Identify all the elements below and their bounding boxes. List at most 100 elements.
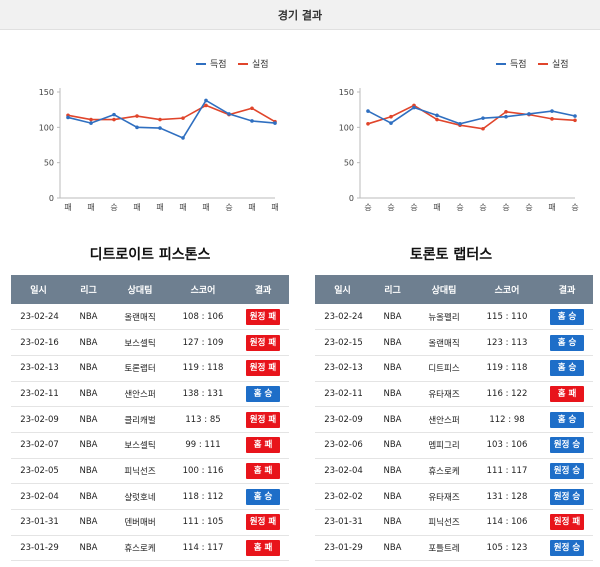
cell-date: 23-01-31 — [11, 509, 66, 536]
cell-score: 103 : 106 — [473, 432, 541, 459]
cell-result: 홈 승 — [541, 355, 593, 382]
data-point — [550, 117, 554, 121]
data-point — [112, 117, 116, 122]
cell-league: NBA — [66, 355, 111, 382]
detroit-results-table: 일시 리그 상대팀 스코어 결과 23-02-24 NBA 올랜매직 108 : 10… — [11, 275, 289, 562]
cell-opponent: 뉴올펠리 — [415, 304, 473, 331]
cell-score: 99 : 111 — [169, 432, 237, 459]
cell-opponent: 보스셀틱 — [111, 432, 169, 459]
cell-result: 홈 패 — [237, 535, 289, 562]
cell-score: 115 : 110 — [473, 304, 541, 331]
col-header-result: 결과 — [237, 275, 289, 304]
table-header-row: 일시 리그 상대팀 스코어 결과 — [315, 275, 593, 304]
table-row: 23-02-04 NBA 샬럿호네 118 : 112 홈 승 — [11, 483, 289, 510]
legend-conceded-label: 실점 — [552, 58, 569, 70]
data-point — [204, 103, 208, 108]
x-tick-label: 패 — [548, 202, 555, 212]
cell-opponent: 유타재즈 — [415, 483, 473, 510]
table-row: 23-01-31 NBA 덴버매버 111 : 105 원정 패 — [11, 509, 289, 536]
x-tick-label: 패 — [248, 202, 255, 212]
cell-opponent: 클리캐벌 — [111, 406, 169, 433]
cell-score: 105 : 123 — [473, 535, 541, 562]
result-badge: 홈 승 — [246, 488, 280, 505]
header-bar — [0, 0, 600, 30]
result-badge: 홈 승 — [550, 334, 584, 351]
data-point — [550, 109, 554, 113]
data-point — [389, 114, 393, 119]
cell-date: 23-02-24 — [11, 304, 66, 331]
toronto-results-table: 일시 리그 상대팀 스코어 결과 23-02-24 NBA 뉴올펠리 115 : 11… — [315, 275, 593, 562]
cell-opponent: 토론랩터 — [111, 355, 169, 382]
table-row: 23-02-06 NBA 멤피그리 103 : 106 원정 승 — [315, 432, 593, 459]
table-row: 23-02-11 NBA 샌안스퍼 138 : 131 홈 승 — [11, 381, 289, 408]
cell-score: 111 : 117 — [473, 458, 541, 485]
cell-date: 23-02-15 — [315, 329, 370, 356]
table-row: 23-02-13 NBA 디트피스 119 : 118 홈 승 — [315, 355, 593, 382]
table-row: 23-02-13 NBA 토론랩터 119 : 118 원정 패 — [11, 355, 289, 382]
col-header-league: 리그 — [370, 275, 415, 304]
cell-date: 23-01-29 — [11, 535, 66, 562]
cell-score: 138 : 131 — [169, 381, 237, 408]
col-header-opponent: 상대팀 — [111, 275, 169, 304]
cell-date: 23-02-09 — [11, 406, 66, 433]
page-title: 경기 결과 — [277, 9, 323, 22]
cell-result: 원정 패 — [237, 509, 289, 536]
data-point — [227, 112, 231, 116]
y-tick-label: 0 — [49, 194, 54, 203]
result-badge: 홈 승 — [550, 411, 584, 428]
legend-score-label: 득점 — [210, 58, 227, 70]
result-badge: 홈 패 — [246, 540, 280, 557]
data-point — [181, 116, 185, 120]
x-tick-label: 패 — [433, 202, 440, 212]
table-header-row: 일시 리그 상대팀 스코어 결과 — [11, 275, 289, 304]
cell-score: 112 : 98 — [473, 406, 541, 433]
cell-date: 23-01-31 — [315, 509, 370, 536]
result-badge: 홈 승 — [246, 385, 280, 402]
cell-result: 홈 승 — [237, 381, 289, 408]
data-point — [135, 125, 139, 130]
cell-score: 119 : 118 — [169, 355, 237, 382]
data-point — [504, 114, 508, 119]
cell-score: 131 : 128 — [473, 483, 541, 510]
cell-date: 23-02-02 — [315, 483, 370, 510]
cell-league: NBA — [370, 432, 415, 459]
cell-league: NBA — [66, 381, 111, 408]
cell-score: 116 : 122 — [473, 381, 541, 408]
col-header-opponent: 상대팀 — [415, 275, 473, 304]
x-tick-label: 승 — [225, 203, 232, 212]
cell-league: NBA — [370, 381, 415, 408]
cell-opponent: 덴버매버 — [111, 509, 169, 536]
cell-league: NBA — [370, 458, 415, 485]
result-badge: 홈 패 — [246, 437, 280, 454]
cell-opponent: 피닉선즈 — [111, 458, 169, 485]
cell-date: 23-02-11 — [315, 381, 370, 408]
cell-league: NBA — [66, 458, 111, 485]
series-line-conceded — [367, 104, 576, 130]
cell-league: NBA — [370, 304, 415, 331]
cell-score: 114 : 117 — [169, 535, 237, 562]
result-badge: 원정 패 — [245, 360, 281, 377]
x-tick-label: 승 — [525, 203, 532, 212]
cell-opponent: 디트피스 — [415, 355, 473, 382]
cell-league: NBA — [66, 535, 111, 562]
table-row: 23-02-24 NBA 뉴올펠리 115 : 110 홈 승 — [315, 304, 593, 331]
table-row: 23-02-07 NBA 보스셀틱 99 : 111 홈 패 — [11, 432, 289, 459]
data-point — [527, 112, 531, 116]
x-tick-label: 패 — [133, 202, 140, 212]
x-tick-label: 승 — [387, 203, 394, 212]
result-badge: 원정 승 — [549, 462, 585, 479]
y-tick-label: 0 — [349, 194, 354, 203]
cell-score: 108 : 106 — [169, 304, 237, 331]
cell-result: 원정 패 — [541, 509, 593, 536]
cell-opponent: 보스셀틱 — [111, 329, 169, 356]
cell-result: 원정 패 — [237, 304, 289, 331]
table-row: 23-02-04 NBA 휴스로케 111 : 117 원정 승 — [315, 458, 593, 485]
cell-date: 23-02-24 — [315, 304, 370, 331]
x-tick-label: 패 — [156, 202, 163, 212]
legend-score-label: 득점 — [510, 58, 527, 70]
x-tick-label: 패 — [64, 202, 71, 212]
data-point — [366, 122, 370, 126]
data-point — [250, 119, 254, 123]
series-line-score — [367, 106, 576, 125]
cell-opponent: 포틀트레 — [415, 535, 473, 562]
